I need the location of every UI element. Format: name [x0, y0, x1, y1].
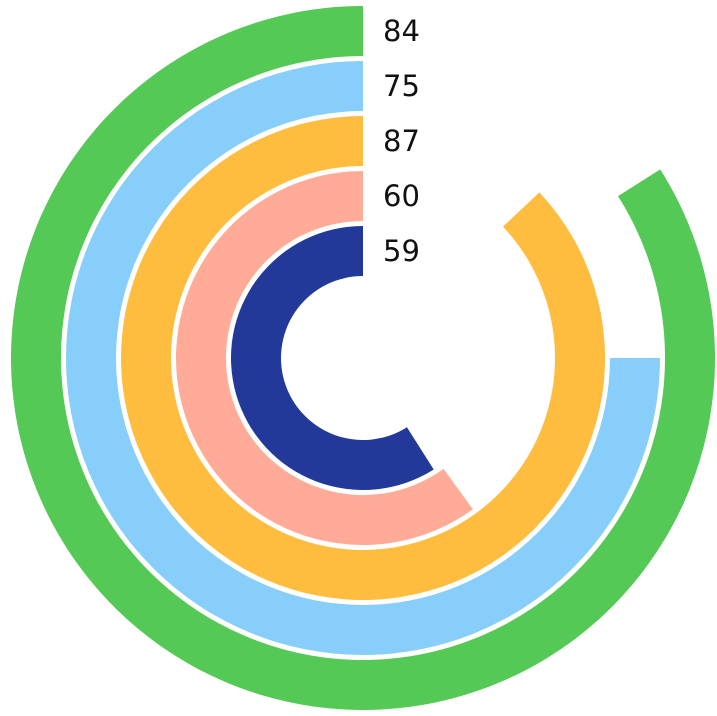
value-label: 84 — [383, 14, 420, 48]
radial-bar — [175, 171, 473, 545]
radial-bar — [11, 6, 716, 710]
value-label: 59 — [383, 234, 420, 268]
value-label: 60 — [383, 179, 420, 213]
value-label: 75 — [383, 69, 420, 103]
radial-bar — [231, 226, 434, 491]
value-label: 87 — [383, 124, 420, 158]
